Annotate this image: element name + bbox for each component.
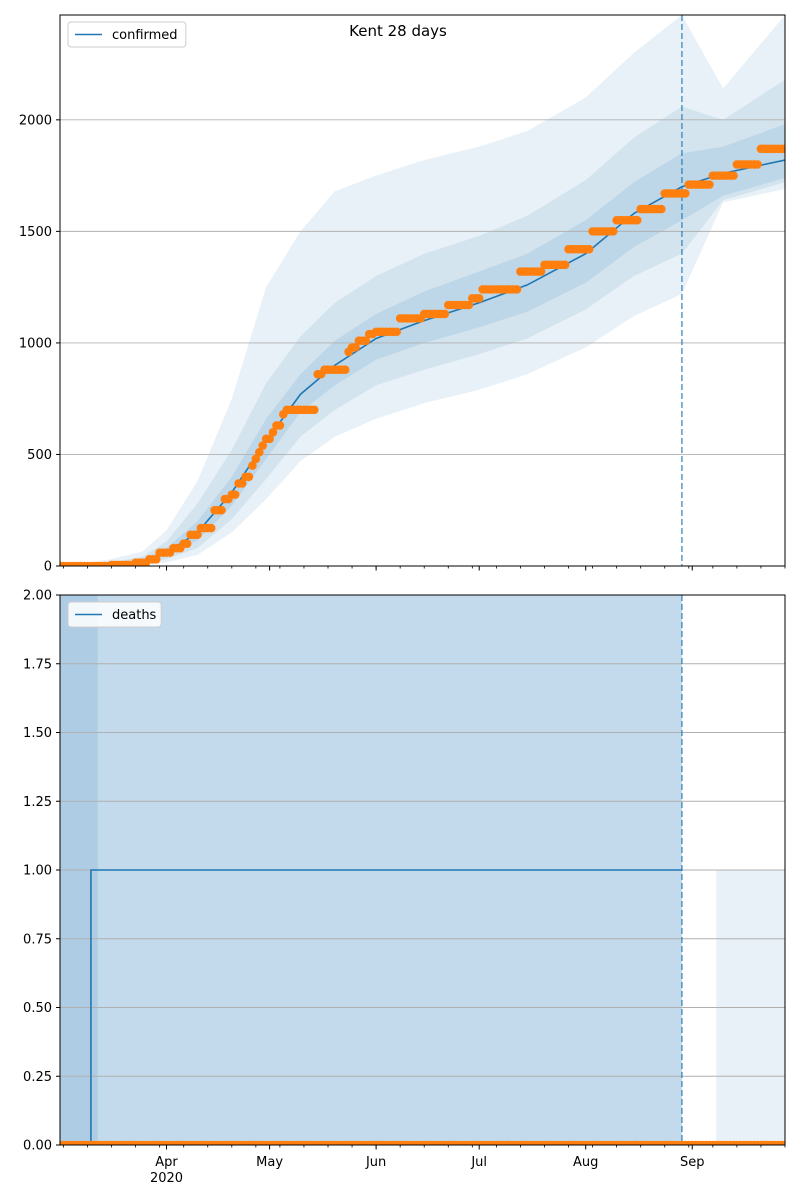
legend-box [67,601,162,628]
y-tick-label: 1.25 [23,795,52,810]
deaths-panel: 0.00 0.25 0.50 0.75 1.00 1.25 1.50 1.75 2.00 Apr2… [23,589,786,1186]
y-tick-label: 1000 [19,336,52,351]
observed-point [780,144,785,154]
x-tick-label: Jun [365,1155,386,1170]
observed-point [560,260,570,270]
observed-point [275,421,285,430]
observed-point [268,427,278,437]
x-tick-label: Apr [155,1155,178,1170]
observed-points [60,144,785,566]
observed-point [464,300,474,310]
figure-title: Kent 28 days [349,22,447,40]
y-tick-label: 0.50 [23,1001,52,1016]
plot-area [60,595,785,1145]
y-tick-label: 0.25 [23,1070,52,1085]
plot-area [60,15,785,566]
legend-label: deaths [112,608,157,623]
observed-point [230,490,240,499]
observed-point [254,447,264,457]
observed-point [392,327,402,337]
y-tick-label: 2.00 [23,589,52,604]
model-median-line [60,869,682,1145]
observed-point [440,309,450,319]
observed-point [251,454,261,464]
observed-point [474,294,484,303]
observed-point [705,180,714,189]
confirmed-panel: 0 500 1000 1500 2000 confirmed [19,14,786,575]
uncertainty-band95 [60,15,785,566]
y-tick-label: 1.00 [23,864,52,879]
y-tick-label: 1.75 [23,657,52,672]
x-tick-sublabel: 2020 [150,1171,183,1186]
observed-point [258,441,268,450]
legend: confirmed [67,21,187,48]
observed-point [536,267,546,276]
x-tick-label: Jul [470,1155,487,1170]
y-tick-label: 1.50 [23,726,52,741]
y-tick-label: 0 [44,560,52,575]
observed-point [151,555,161,564]
observed-point [729,171,738,180]
y-tick-label: 2000 [19,113,52,128]
observed-point [248,461,257,470]
observed-point [340,365,350,374]
observed-point [780,1140,785,1145]
observed-point [512,285,522,294]
observed-point [657,204,666,214]
x-tick-label: Aug [573,1155,598,1170]
observed-point [309,405,319,415]
observed-point [681,189,690,198]
observed-point [608,227,618,236]
observed-point [632,215,642,225]
observed-point [584,244,594,254]
legend-box [67,21,187,48]
observed-point [753,160,762,169]
observed-point [351,343,360,352]
y-tick-label: 1500 [19,225,52,240]
y-tick-label: 500 [27,448,52,463]
observed-point [206,523,216,533]
y-tick-label: 0.75 [23,932,52,947]
observed-point [237,479,247,488]
uncertainty-band80 [60,79,785,566]
observed-point [182,539,192,548]
observed-point [217,505,226,515]
legend-label: confirmed [112,28,178,43]
legend: deaths [67,601,162,628]
observed-point [361,336,371,345]
observed-point [265,434,274,444]
y-tick-label: 0.00 [23,1139,52,1154]
axes-frame [59,14,786,567]
observed-point [193,530,202,540]
x-tick-label: Sep [680,1155,705,1170]
x-tick-label: May [256,1155,283,1170]
observed-points [60,1140,785,1145]
observed-point [244,472,254,482]
